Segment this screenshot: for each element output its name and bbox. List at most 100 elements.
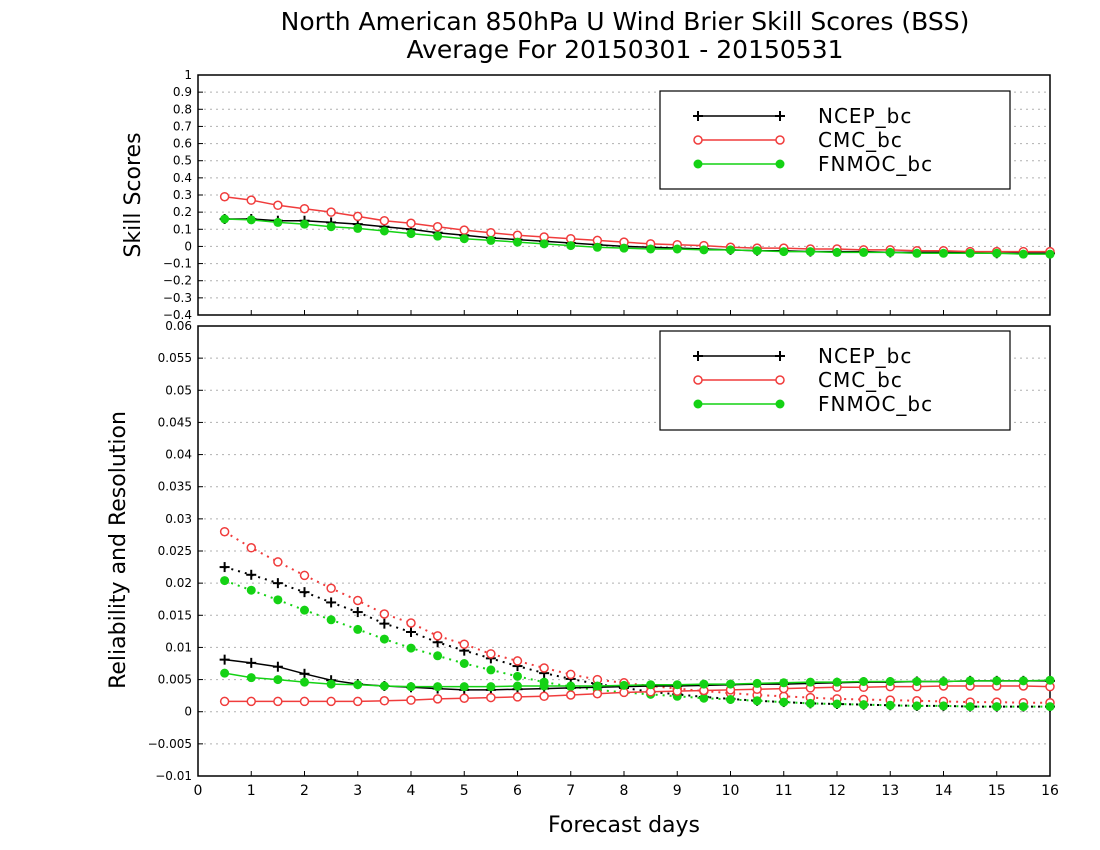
- legend-marker-CMC_bc: [693, 135, 703, 145]
- data-point-FNMOC_bc: [1018, 249, 1028, 259]
- data-point-FNMOC_bc: [859, 677, 869, 686]
- data-point-NCEP_bc: [326, 597, 337, 608]
- data-point-CMC_bc: [273, 200, 283, 211]
- data-point-FNMOC_bc: [939, 701, 948, 711]
- data-point-FNMOC_bc: [832, 247, 842, 257]
- data-point-NCEP_bc: [246, 569, 257, 580]
- data-point-FNMOC_bc: [965, 676, 975, 686]
- legend-label-CMC_bc: CMC_bc: [818, 368, 903, 392]
- data-point-CMC_bc: [326, 696, 336, 707]
- x-tick-label: 5: [460, 783, 469, 799]
- data-point-FNMOC_bc: [592, 681, 602, 691]
- data-point-FNMOC_bc: [486, 682, 496, 692]
- data-point-CMC_bc: [566, 690, 576, 700]
- data-point-FNMOC_bc: [379, 634, 389, 644]
- data-point-FNMOC_bc: [752, 246, 762, 256]
- data-point-CMC_bc: [512, 692, 523, 702]
- y-tick-label: 0.2: [173, 205, 192, 219]
- y-tick-label: 0.055: [158, 351, 192, 365]
- y-tick-label: 0.8: [173, 102, 192, 116]
- data-point-FNMOC_bc: [353, 680, 363, 690]
- data-point-FNMOC_bc: [752, 678, 762, 688]
- y-tick-label: 0.9: [173, 85, 192, 99]
- data-point-FNMOC_bc: [406, 229, 416, 239]
- data-point-FNMOC_bc: [912, 701, 922, 711]
- legend-marker-CMC_bc: [693, 375, 703, 385]
- data-point-FNMOC_bc: [300, 605, 309, 615]
- legend-marker-NCEP_bc: [693, 111, 703, 121]
- data-point-FNMOC_bc: [539, 239, 549, 249]
- y-tick-label: 0.03: [165, 512, 192, 526]
- data-point-FNMOC_bc: [326, 679, 336, 689]
- data-point-CMC_bc: [326, 583, 336, 594]
- data-point-CMC_bc: [459, 693, 469, 703]
- legend-marker-NCEP_bc: [775, 351, 785, 361]
- data-point-FNMOC_bc: [300, 219, 309, 229]
- data-point-CMC_bc: [299, 696, 310, 707]
- x-tick-label: 15: [988, 783, 1006, 799]
- y-tick-label: 0.04: [165, 448, 192, 462]
- data-point-FNMOC_bc: [406, 643, 416, 653]
- data-point-FNMOC_bc: [672, 244, 682, 254]
- data-point-CMC_bc: [432, 694, 443, 704]
- legend-marker-NCEP_bc: [693, 351, 703, 361]
- data-point-FNMOC_bc: [832, 699, 842, 709]
- data-point-FNMOC_bc: [992, 702, 1002, 712]
- data-point-CMC_bc: [539, 691, 549, 702]
- x-axis-label: Forecast days: [548, 813, 700, 838]
- data-point-FNMOC_bc: [619, 680, 629, 690]
- y-tick-label: 0.1: [173, 222, 192, 236]
- y-tick-label: 0: [184, 705, 192, 719]
- data-point-FNMOC_bc: [939, 248, 948, 258]
- legend-label-FNMOC_bc: FNMOC_bc: [818, 392, 933, 416]
- data-point-FNMOC_bc: [246, 673, 256, 683]
- data-point-FNMOC_bc: [592, 242, 602, 252]
- data-point-FNMOC_bc: [379, 681, 389, 691]
- data-point-FNMOC_bc: [992, 248, 1002, 258]
- data-point-FNMOC_bc: [220, 214, 230, 224]
- x-tick-label: 8: [620, 783, 629, 799]
- plot-frame: [197, 325, 1051, 777]
- data-point-FNMOC_bc: [859, 247, 869, 257]
- data-point-CMC_bc: [512, 656, 523, 666]
- data-point-CMC_bc: [353, 696, 363, 707]
- data-point-CMC_bc: [246, 696, 256, 707]
- data-point-CMC_bc: [486, 649, 496, 659]
- data-point-CMC_bc: [566, 669, 576, 680]
- data-point-FNMOC_bc: [699, 693, 709, 703]
- data-point-FNMOC_bc: [246, 585, 256, 595]
- bottom-panel: 0.060.0550.050.0450.040.0350.030.0250.02…: [148, 319, 1059, 799]
- legend-label-NCEP_bc: NCEP_bc: [818, 344, 912, 368]
- data-point-FNMOC_bc: [672, 680, 682, 690]
- data-point-NCEP_bc: [299, 668, 310, 679]
- legend-marker-FNMOC_bc: [693, 159, 703, 169]
- data-point-FNMOC_bc: [619, 243, 629, 253]
- data-point-FNMOC_bc: [539, 681, 549, 691]
- data-point-FNMOC_bc: [832, 677, 842, 687]
- data-point-FNMOC_bc: [459, 234, 469, 244]
- data-point-FNMOC_bc: [246, 215, 256, 225]
- data-point-CMC_bc: [246, 543, 256, 553]
- legend-label-FNMOC_bc: FNMOC_bc: [818, 152, 933, 176]
- y-tick-label: 0.02: [165, 576, 192, 590]
- data-point-FNMOC_bc: [353, 624, 363, 634]
- x-tick-label: 16: [1041, 783, 1059, 799]
- data-point-FNMOC_bc: [220, 668, 230, 678]
- legend-marker-CMC_bc: [775, 375, 785, 385]
- data-point-FNMOC_bc: [965, 248, 975, 258]
- data-point-FNMOC_bc: [566, 241, 576, 251]
- legend-marker-NCEP_bc: [775, 111, 785, 121]
- data-point-FNMOC_bc: [726, 245, 735, 255]
- data-point-CMC_bc: [353, 595, 363, 606]
- x-tick-label: 7: [566, 783, 575, 799]
- data-point-NCEP_bc: [272, 578, 283, 589]
- x-tick-label: 14: [935, 783, 953, 799]
- y-tick-label: 0.005: [158, 673, 192, 687]
- y-tick-label: −0.1: [163, 257, 192, 271]
- data-point-FNMOC_bc: [1045, 702, 1055, 712]
- data-point-CMC_bc: [539, 663, 549, 673]
- data-point-NCEP_bc: [352, 607, 363, 618]
- data-point-NCEP_bc: [406, 627, 416, 637]
- y-tick-label: 0.4: [173, 171, 192, 185]
